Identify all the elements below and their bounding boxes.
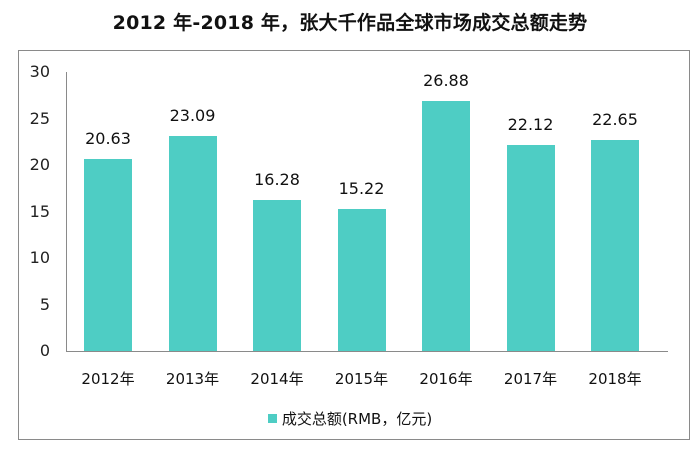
- y-axis-line: [66, 72, 67, 352]
- chart-title: 2012 年-2018 年，张大千作品全球市场成交总额走势: [112, 12, 588, 34]
- data-label: 26.88: [423, 71, 469, 91]
- chart-frame: [18, 50, 690, 440]
- y-tick-label: 15: [29, 201, 50, 221]
- y-tick-label: 30: [29, 62, 50, 81]
- x-tick-label: 2016年: [419, 370, 473, 388]
- data-label: 23.09: [169, 106, 216, 126]
- legend: 成交总额(RMB，亿元): [0, 408, 700, 429]
- x-tick-label: 2018年: [588, 370, 642, 388]
- y-tick-label: 10: [29, 248, 50, 267]
- x-axis-line: [66, 351, 668, 352]
- data-label: 22.12: [507, 115, 554, 135]
- bar: [337, 209, 386, 351]
- legend-label: 成交总额(RMB，亿元): [281, 410, 433, 428]
- data-label: 22.65: [592, 110, 638, 130]
- x-tick-label: 2017年: [503, 370, 558, 388]
- data-label: 16.28: [254, 169, 300, 189]
- y-tick-label: 5: [39, 294, 50, 314]
- legend-swatch-icon: [267, 414, 277, 423]
- x-tick-label: 2014年: [250, 370, 304, 388]
- bar: [591, 140, 639, 351]
- x-tick-label: 2013年: [165, 370, 220, 388]
- data-label: 15.22: [338, 179, 385, 199]
- x-tick-label: 2015年: [334, 370, 389, 388]
- bar: [84, 159, 132, 351]
- y-tick-label: 25: [29, 108, 50, 128]
- bar: [422, 101, 470, 351]
- y-tick-label: 0: [39, 341, 50, 360]
- x-tick-label: 2012年: [81, 370, 135, 388]
- data-label: 20.63: [85, 129, 131, 149]
- bar: [253, 199, 301, 351]
- y-tick-label: 20: [29, 155, 50, 174]
- bar: [168, 136, 217, 351]
- bar: [506, 145, 555, 351]
